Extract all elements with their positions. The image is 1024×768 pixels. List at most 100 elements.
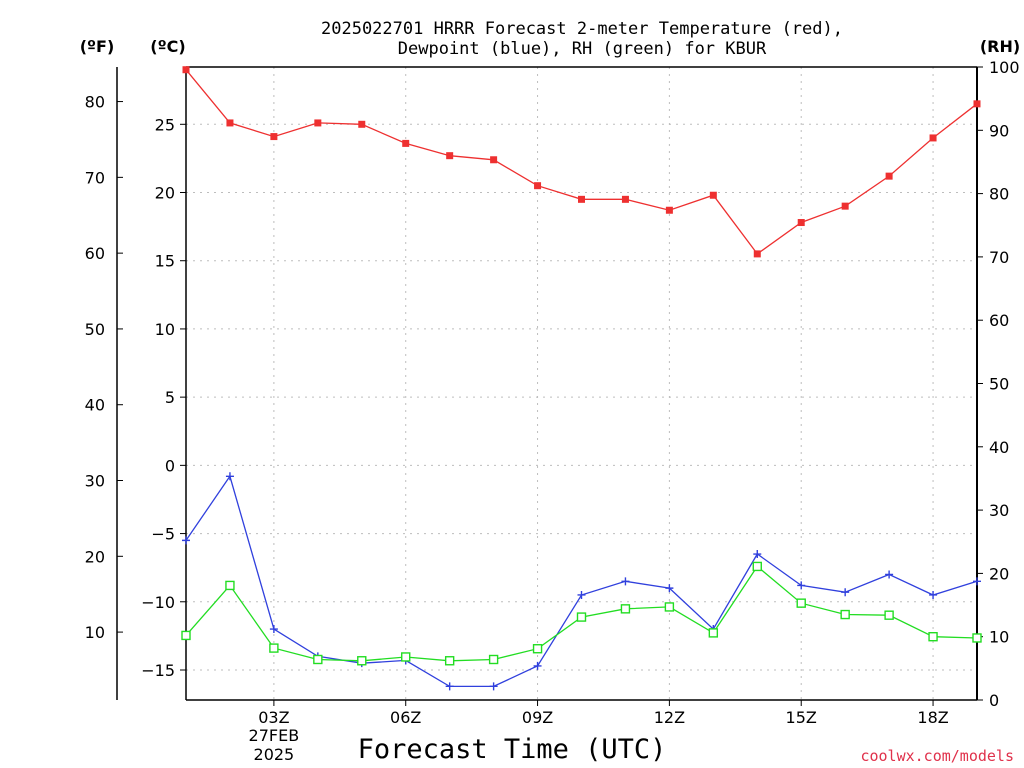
rh-point — [796, 598, 806, 608]
axes: 2520151050−5−10−158070605040302010100908… — [85, 58, 1020, 764]
rh-point — [928, 632, 938, 642]
dewpoint-point — [841, 588, 850, 597]
celsius-tick-label: 15 — [155, 252, 175, 271]
chart-title-line-1: 2025022701 HRRR Forecast 2-meter Tempera… — [321, 19, 843, 39]
temperature-point — [182, 66, 190, 74]
temperature-line — [185, 69, 978, 255]
temperature-point — [270, 133, 278, 141]
series-dewpoint — [182, 472, 981, 691]
temperature-point — [446, 152, 454, 160]
dewpoint-point — [533, 661, 542, 670]
rh-unit-label: (RH) — [980, 37, 1020, 56]
temperature-point — [226, 119, 234, 127]
temperature-point — [929, 134, 937, 142]
temperature-point — [578, 195, 585, 203]
rh-point — [840, 609, 850, 620]
rh-point — [357, 656, 367, 666]
dewpoint-point — [885, 570, 894, 579]
rh-point — [972, 633, 982, 643]
source-credit: coolwx.com/models — [860, 747, 1014, 765]
chart-title-line-2: Dewpoint (blue), RH (green) for KBUR — [398, 39, 767, 59]
celsius-tick-label: 5 — [165, 388, 175, 407]
celsius-tick-label: 25 — [155, 115, 175, 134]
x-tick-date-label: 2025 — [254, 745, 295, 764]
x-tick-label: 15Z — [786, 708, 817, 727]
dewpoint-point — [621, 577, 630, 586]
temperature-point — [885, 172, 893, 180]
celsius-tick-label: 20 — [155, 184, 175, 203]
temperature-point — [841, 202, 849, 210]
rh-tick-label: 40 — [989, 438, 1009, 457]
fahrenheit-tick-label: 20 — [85, 547, 105, 566]
rh-point — [225, 580, 235, 591]
rh-tick-label: 0 — [989, 691, 999, 710]
x-tick-label: 12Z — [654, 708, 685, 727]
temperature-point — [973, 100, 981, 108]
x-tick-label: 03Z — [258, 708, 289, 727]
rh-tick-label: 100 — [989, 58, 1020, 77]
dewpoint-point — [753, 550, 762, 559]
rh-tick-label: 90 — [989, 121, 1009, 140]
rh-tick-label: 60 — [989, 311, 1009, 330]
rh-point — [576, 612, 587, 622]
series-rh — [181, 561, 982, 666]
rh-tick-label: 70 — [989, 248, 1009, 267]
fahrenheit-tick-label: 50 — [85, 320, 105, 339]
dewpoint-point — [665, 584, 674, 593]
dewpoint-point — [445, 682, 454, 691]
dewpoint-point — [929, 590, 938, 599]
series-temperature — [182, 66, 981, 258]
rh-tick-label: 50 — [989, 375, 1009, 394]
temperature-point — [665, 206, 673, 214]
celsius-tick-label: −15 — [141, 661, 175, 680]
rh-tick-label: 80 — [989, 185, 1009, 204]
rh-point — [664, 602, 675, 612]
temperature-point — [753, 250, 761, 258]
rh-tick-label: 10 — [989, 628, 1009, 647]
fahrenheit-tick-label: 40 — [85, 396, 105, 415]
rh-point — [532, 644, 543, 654]
fahrenheit-unit-label: (ºF) — [80, 37, 115, 56]
fahrenheit-tick-label: 70 — [85, 168, 105, 187]
rh-point — [313, 654, 323, 665]
rh-tick-label: 30 — [989, 501, 1009, 520]
temperature-point — [402, 139, 410, 147]
rh-point — [620, 604, 631, 614]
rh-point — [401, 652, 411, 662]
rh-point — [752, 561, 762, 572]
grid-lines — [186, 67, 977, 700]
fahrenheit-tick-label: 10 — [85, 623, 105, 642]
rh-point — [444, 656, 455, 666]
dewpoint-point — [225, 472, 234, 481]
dewpoint-point — [489, 682, 498, 691]
rh-point — [708, 628, 719, 638]
celsius-unit-label: (ºC) — [150, 37, 185, 56]
temperature-point — [490, 156, 498, 164]
temperature-point — [358, 120, 366, 128]
temperature-point — [314, 119, 322, 127]
x-tick-label: 09Z — [522, 708, 553, 727]
temperature-point — [534, 182, 542, 190]
temperature-point — [621, 195, 629, 203]
dewpoint-line — [185, 474, 978, 688]
temperature-point — [709, 191, 717, 199]
celsius-tick-label: 0 — [165, 456, 175, 475]
fahrenheit-tick-label: 30 — [85, 472, 105, 491]
fahrenheit-tick-label: 60 — [85, 244, 105, 263]
rh-point — [181, 630, 191, 641]
dewpoint-point — [973, 577, 981, 586]
data-series — [181, 66, 982, 691]
celsius-tick-label: −10 — [141, 593, 175, 612]
celsius-tick-label: 10 — [155, 320, 175, 339]
rh-point — [269, 643, 279, 653]
rh-point — [884, 610, 894, 620]
rh-point — [488, 654, 499, 665]
dewpoint-point — [577, 590, 586, 599]
x-tick-label: 06Z — [390, 708, 421, 727]
celsius-tick-label: −5 — [151, 525, 175, 544]
rh-tick-label: 20 — [989, 564, 1009, 583]
dewpoint-point — [269, 625, 278, 634]
fahrenheit-tick-label: 80 — [85, 93, 105, 112]
dewpoint-point — [797, 581, 806, 590]
